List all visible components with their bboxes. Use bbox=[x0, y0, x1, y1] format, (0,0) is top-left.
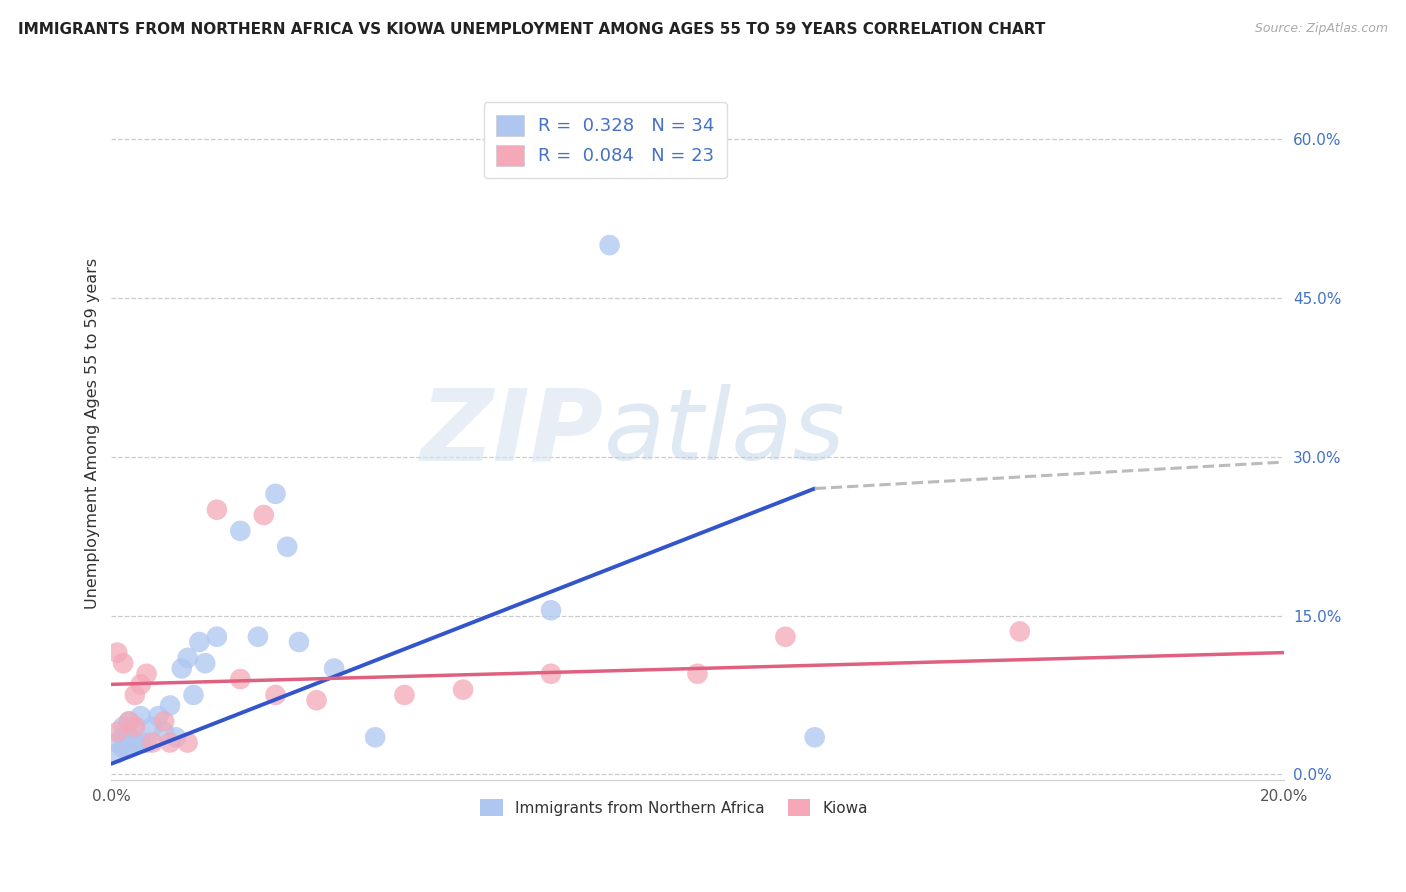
Point bbox=[540, 666, 562, 681]
Point bbox=[1008, 624, 1031, 639]
Point bbox=[394, 688, 416, 702]
Point bbox=[183, 688, 205, 702]
Point bbox=[451, 682, 474, 697]
Point bbox=[124, 720, 146, 734]
Point bbox=[599, 238, 621, 252]
Point bbox=[229, 524, 252, 538]
Text: Source: ZipAtlas.com: Source: ZipAtlas.com bbox=[1254, 22, 1388, 36]
Point bbox=[205, 630, 228, 644]
Text: ZIP: ZIP bbox=[420, 384, 603, 482]
Point bbox=[105, 646, 128, 660]
Point bbox=[118, 740, 141, 755]
Point bbox=[141, 720, 163, 734]
Point bbox=[264, 487, 287, 501]
Point bbox=[112, 740, 135, 755]
Point bbox=[176, 651, 198, 665]
Point bbox=[153, 725, 176, 739]
Point bbox=[112, 731, 135, 745]
Point bbox=[141, 735, 163, 749]
Point bbox=[246, 630, 269, 644]
Point bbox=[229, 672, 252, 686]
Point bbox=[118, 731, 141, 745]
Point bbox=[112, 656, 135, 670]
Point bbox=[264, 688, 287, 702]
Text: IMMIGRANTS FROM NORTHERN AFRICA VS KIOWA UNEMPLOYMENT AMONG AGES 55 TO 59 YEARS : IMMIGRANTS FROM NORTHERN AFRICA VS KIOWA… bbox=[18, 22, 1046, 37]
Point bbox=[165, 731, 187, 745]
Point bbox=[253, 508, 276, 522]
Point bbox=[159, 735, 181, 749]
Point bbox=[124, 720, 146, 734]
Y-axis label: Unemployment Among Ages 55 to 59 years: Unemployment Among Ages 55 to 59 years bbox=[86, 258, 100, 608]
Point bbox=[129, 677, 152, 691]
Point bbox=[170, 661, 193, 675]
Point bbox=[153, 714, 176, 729]
Legend: Immigrants from Northern Africa, Kiowa: Immigrants from Northern Africa, Kiowa bbox=[472, 791, 876, 824]
Point bbox=[775, 630, 797, 644]
Text: atlas: atlas bbox=[603, 384, 845, 482]
Point bbox=[112, 720, 135, 734]
Point bbox=[118, 714, 141, 729]
Point bbox=[105, 746, 128, 760]
Point bbox=[148, 709, 170, 723]
Point bbox=[129, 709, 152, 723]
Point bbox=[686, 666, 709, 681]
Point bbox=[194, 656, 217, 670]
Point bbox=[305, 693, 328, 707]
Point bbox=[323, 661, 346, 675]
Point bbox=[105, 725, 128, 739]
Point bbox=[124, 688, 146, 702]
Point bbox=[176, 735, 198, 749]
Point bbox=[135, 735, 157, 749]
Point bbox=[118, 714, 141, 729]
Point bbox=[803, 731, 825, 745]
Point bbox=[188, 635, 211, 649]
Point bbox=[105, 735, 128, 749]
Point bbox=[124, 735, 146, 749]
Point bbox=[129, 735, 152, 749]
Point bbox=[540, 603, 562, 617]
Point bbox=[276, 540, 298, 554]
Point bbox=[205, 502, 228, 516]
Point bbox=[159, 698, 181, 713]
Point bbox=[288, 635, 311, 649]
Point bbox=[135, 666, 157, 681]
Point bbox=[364, 731, 387, 745]
